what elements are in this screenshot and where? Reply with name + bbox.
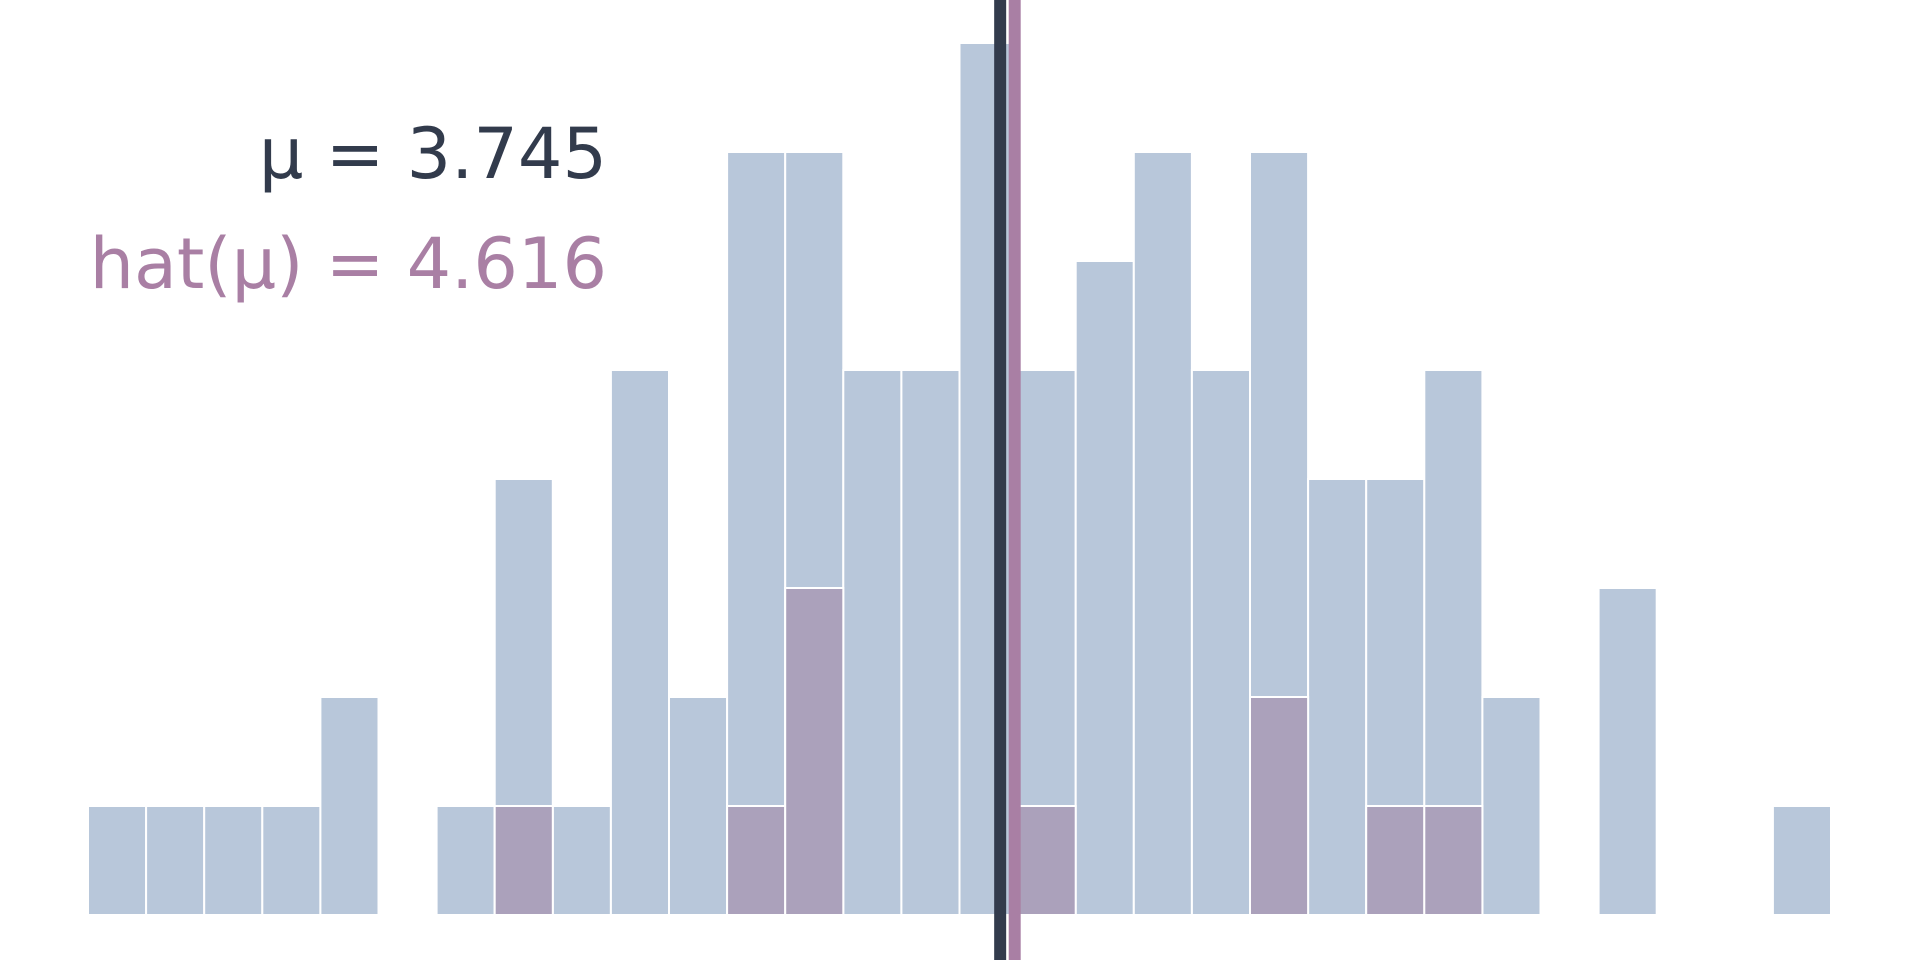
reference-lines	[994, 0, 1021, 960]
population-bar-0	[87, 805, 148, 916]
population-bar-19	[1190, 369, 1252, 916]
estimate-label: hat(μ) = 4.616	[90, 223, 607, 305]
mean-label: μ = 3.745	[259, 113, 607, 195]
population-bar-21	[1307, 478, 1368, 916]
sample-bar-16	[1016, 805, 1077, 916]
population-bar-14	[900, 369, 961, 916]
sample-bar-7	[493, 805, 554, 916]
population-bar-18	[1132, 151, 1193, 916]
sample-bar-11	[726, 805, 787, 916]
mean-line	[994, 0, 1007, 960]
population-bar-10	[668, 696, 729, 916]
sample-bar-12	[784, 587, 845, 916]
estimate-line	[1008, 0, 1021, 960]
population-bar-29	[1771, 805, 1833, 916]
population-bar-17	[1074, 260, 1135, 916]
population-bar-13	[842, 369, 903, 916]
population-bar-2	[203, 805, 264, 916]
population-bar-9	[609, 369, 671, 916]
population-bar-4	[319, 696, 380, 916]
population-bar-26	[1597, 587, 1658, 916]
population-bar-8	[551, 805, 612, 916]
population-bar-11	[726, 151, 787, 916]
population-bar-6	[435, 805, 496, 916]
sample-bars	[493, 587, 1484, 916]
population-bar-1	[145, 805, 206, 916]
population-bar-3	[261, 805, 322, 916]
sample-bar-22	[1365, 805, 1426, 916]
population-bar-24	[1481, 696, 1542, 916]
sample-bar-20	[1249, 696, 1310, 916]
sample-bar-23	[1423, 805, 1484, 916]
